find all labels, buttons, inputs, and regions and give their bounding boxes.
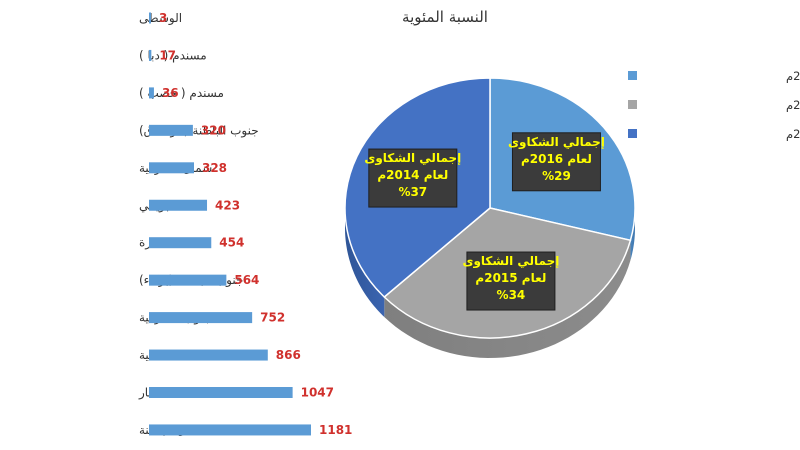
legend-swatch — [628, 100, 637, 109]
bar-value-label: 320 — [201, 123, 226, 137]
legend-entry: إجمالي الشكاوى لعام 2015م — [786, 98, 800, 113]
pie-label-line: %29 — [542, 169, 571, 183]
pie-slice-label: إجمالي الشكاوى لعام 2016م %29 — [508, 132, 605, 192]
bar — [149, 237, 212, 249]
bar — [149, 199, 208, 211]
pie-label-box — [466, 251, 556, 311]
pie-label-box — [511, 132, 601, 192]
bar — [149, 312, 253, 324]
pie-label-line: %37 — [398, 185, 427, 199]
bar-category-label: مسندم ( خصب ) — [139, 86, 224, 100]
pie-slice-side — [345, 208, 385, 317]
pie-label-line: إجمالي الشكاوى — [508, 135, 605, 150]
bar-value-label: 454 — [219, 236, 244, 250]
bar — [149, 424, 311, 436]
pie-label-line: %34 — [497, 288, 526, 302]
bar-value-label: 752 — [260, 311, 285, 325]
pie-legend: إجمالي الشكاوى لعام 2016م إجمالي الشكاوى … — [628, 69, 800, 142]
bar-value-label: 1047 — [301, 386, 334, 400]
legend-swatch — [628, 129, 637, 138]
bar-value-label: 328 — [202, 161, 227, 175]
bar-value-label: 3 — [159, 11, 167, 25]
pie-label-line: إجمالي الشكاوى — [462, 254, 559, 269]
bar — [149, 49, 152, 61]
pie-label-box — [368, 148, 458, 208]
bar — [149, 349, 268, 361]
bar-value-label: 423 — [215, 198, 240, 212]
bar — [149, 162, 194, 174]
pie-label-line: لعام 2015م — [475, 271, 546, 286]
bar-value-label: 17 — [159, 48, 176, 62]
bar-value-label: 1181 — [319, 423, 352, 437]
legend-entry: إجمالي الشكاوى لعام 2016م — [786, 69, 800, 84]
legend-swatch — [628, 71, 637, 80]
bar — [149, 274, 227, 286]
pie-slice-side — [384, 240, 631, 358]
pie-title: النسبة المئوية — [402, 8, 488, 26]
bar — [149, 12, 151, 24]
bar-value-label: 866 — [276, 348, 301, 362]
pie-label-line: لعام 2016م — [521, 152, 592, 167]
bar — [149, 124, 193, 136]
bar-category-label: مسندم ( دبا ) — [139, 48, 207, 62]
pie-label-line: لعام 2014م — [377, 168, 448, 183]
pie-label-line: إجمالي الشكاوى — [364, 151, 461, 166]
bar-value-label: 36 — [162, 86, 179, 100]
bar — [149, 387, 293, 398]
pie-slice-label: إجمالي الشكاوى لعام 2015م %34 — [462, 251, 559, 311]
bar-value-label: 564 — [234, 273, 259, 287]
pie-slice-label: إجمالي الشكاوى لعام 2014م %37 — [364, 148, 461, 208]
bar — [149, 87, 154, 99]
legend-entry: إجمالي الشكاوى لعام 2014م — [786, 127, 800, 142]
pie-chart: النسبة المئوية إجمالي الشكاوى لعام 2016م%… — [344, 8, 636, 358]
